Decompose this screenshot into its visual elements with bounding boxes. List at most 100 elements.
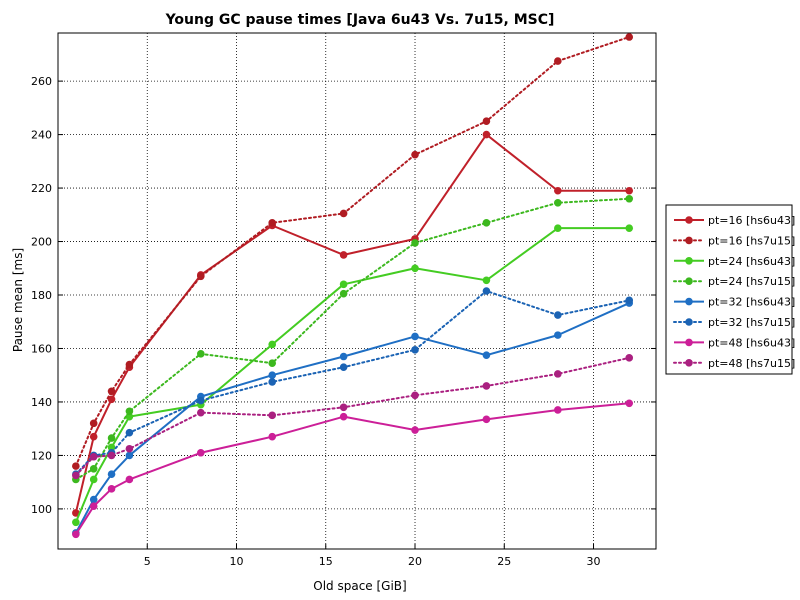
data-point — [554, 311, 562, 319]
data-point — [197, 272, 205, 281]
data-point — [125, 444, 134, 453]
series-3 — [72, 194, 634, 484]
data-point — [107, 470, 116, 478]
data-point — [72, 471, 80, 480]
legend-label: pt=24 [hs6u43] — [708, 255, 795, 268]
data-point — [625, 399, 634, 408]
data-point — [625, 194, 634, 203]
data-point — [89, 419, 98, 428]
data-point — [482, 415, 491, 424]
data-point — [339, 251, 348, 259]
data-point — [107, 443, 116, 452]
data-point — [554, 331, 562, 339]
legend-swatch-marker — [685, 318, 693, 326]
legend-label: pt=32 [hs6u43] — [708, 296, 795, 309]
series-5 — [72, 287, 634, 478]
legend: pt=16 [hs6u43] pt=16 [hs7u15] pt=24 [hs6u4… — [665, 204, 795, 375]
data-point — [339, 352, 348, 361]
legend-item: pt=32 [hs7u15] — [673, 316, 795, 329]
data-point — [268, 359, 277, 367]
data-point — [107, 451, 116, 460]
legend-item: pt=24 [hs7u15] — [673, 275, 795, 288]
x-tick-label: 10 — [230, 555, 244, 568]
data-point — [482, 276, 491, 285]
y-tick-label: 220 — [31, 182, 52, 195]
data-point — [268, 378, 277, 386]
legend-swatch-marker — [685, 297, 693, 306]
data-point — [197, 408, 205, 417]
series-line — [75, 402, 630, 535]
series-7 — [72, 354, 634, 480]
data-point — [125, 407, 134, 416]
y-tick-label: 240 — [31, 129, 52, 142]
legend-label: pt=48 [hs7u15] — [708, 357, 795, 370]
data-point — [411, 264, 419, 273]
legend-item: pt=32 [hs6u43] — [674, 296, 795, 309]
data-point — [89, 432, 98, 441]
legend-swatch-marker — [685, 236, 693, 245]
data-point — [482, 219, 491, 227]
data-point — [197, 350, 205, 358]
legend-label: pt=16 [hs6u43] — [708, 214, 795, 227]
data-point — [89, 475, 98, 484]
data-point — [268, 411, 277, 420]
data-point — [554, 198, 562, 207]
legend-item: pt=24 [hs6u43] — [674, 255, 795, 268]
data-point — [268, 219, 277, 227]
data-point — [625, 224, 634, 232]
data-point — [89, 464, 98, 473]
series-line — [74, 356, 631, 477]
data-point — [482, 287, 491, 295]
series-6 — [72, 399, 634, 539]
data-point — [339, 289, 348, 298]
legend-swatch-marker — [685, 216, 693, 224]
data-point — [411, 150, 419, 159]
y-tick-label: 120 — [31, 449, 52, 462]
data-point — [72, 462, 80, 470]
data-point — [89, 495, 98, 504]
data-point — [554, 57, 562, 65]
legend-swatch-marker — [685, 257, 693, 265]
legend-item: pt=48 [hs7u15] — [673, 357, 795, 370]
data-point — [125, 428, 134, 437]
data-point — [625, 186, 634, 195]
data-point — [197, 448, 205, 457]
x-tick-label: 30 — [587, 555, 601, 568]
legend-item: pt=16 [hs6u43] — [674, 214, 795, 227]
y-tick-label: 200 — [31, 236, 52, 249]
legend-label: pt=32 [hs7u15] — [708, 316, 795, 329]
data-point — [107, 434, 116, 442]
data-point — [89, 452, 98, 461]
data-point — [411, 391, 419, 400]
data-point — [107, 485, 116, 493]
data-point — [125, 451, 134, 460]
data-point — [125, 360, 134, 369]
data-point — [625, 296, 634, 305]
data-point — [411, 332, 419, 341]
data-point — [268, 340, 277, 349]
data-point — [411, 346, 419, 354]
legend-swatch-marker — [685, 338, 693, 347]
data-point — [339, 403, 348, 412]
series-2 — [72, 224, 634, 527]
legend-swatch-marker — [685, 359, 693, 367]
x-tick-label: 5 — [144, 555, 151, 568]
y-tick-label: 140 — [31, 396, 52, 409]
x-tick-label: 15 — [319, 555, 333, 568]
data-point — [72, 509, 80, 517]
y-axis-label: Pause mean [ms] — [11, 248, 25, 352]
data-point — [482, 130, 491, 139]
x-tick-label: 20 — [408, 555, 422, 568]
y-tick-label: 100 — [31, 503, 52, 516]
data-point — [197, 396, 205, 405]
series-1 — [72, 33, 634, 470]
y-tick-label: 260 — [31, 75, 52, 88]
legend-label: pt=16 [hs7u15] — [708, 234, 795, 247]
y-tick-label: 180 — [31, 289, 52, 302]
legend-swatch-marker — [685, 277, 693, 286]
data-point — [482, 382, 491, 390]
data-point — [411, 426, 419, 434]
data-point — [72, 530, 80, 539]
series-line — [74, 290, 631, 476]
